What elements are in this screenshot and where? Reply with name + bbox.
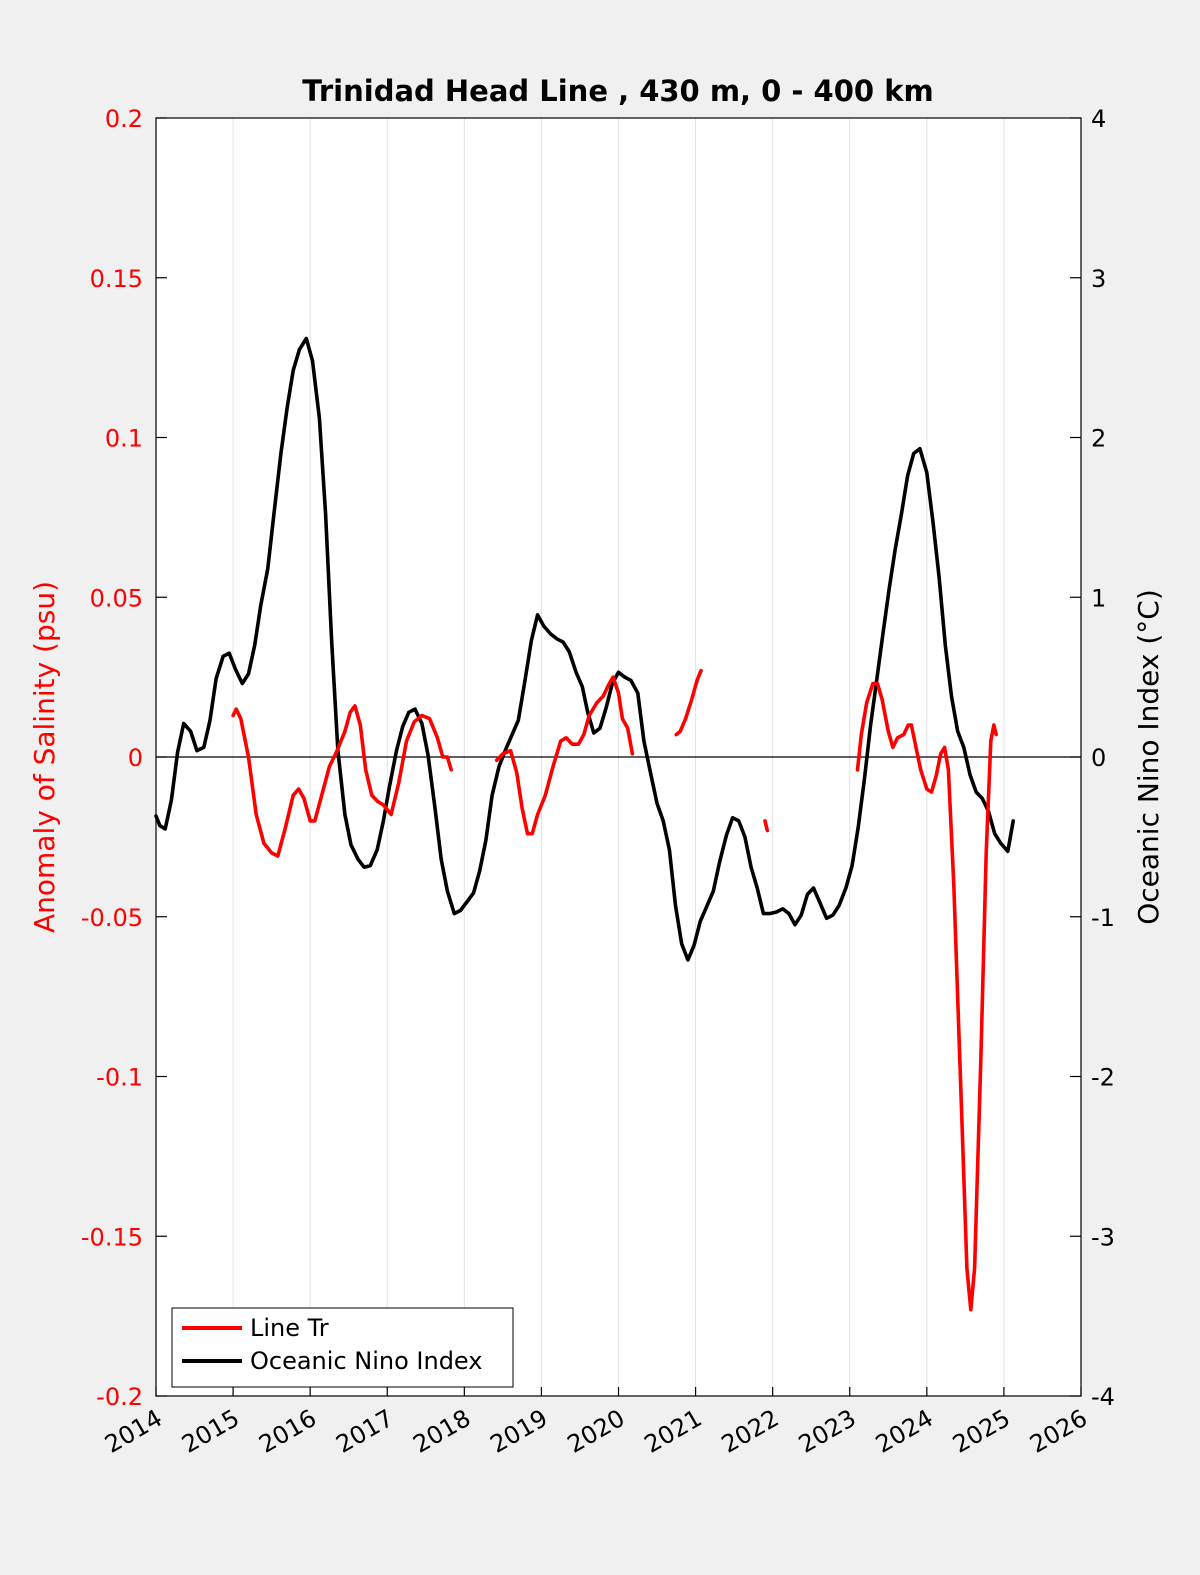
y-right-tick-label: 3: [1091, 265, 1106, 293]
left-y-axis-label: Anomaly of Salinity (psu): [28, 581, 61, 933]
y-left-tick-label: 0.1: [105, 425, 143, 453]
y-right-tick-label: -2: [1091, 1064, 1115, 1092]
left-y-axis: 0.2 0.15 0.1 0.05 0 -0.05 -0.1 -0.15 -0.2: [81, 105, 167, 1411]
legend-label-line-tr: Line Tr: [250, 1314, 329, 1342]
legend-label-oni: Oceanic Nino Index: [250, 1347, 482, 1375]
chart-title: Trinidad Head Line , 430 m, 0 - 400 km: [302, 74, 933, 108]
y-left-tick-label: -0.1: [96, 1064, 143, 1092]
y-left-tick-label: -0.15: [81, 1223, 143, 1251]
y-right-tick-label: -4: [1091, 1383, 1115, 1411]
y-left-tick-label: -0.05: [81, 904, 143, 932]
y-left-tick-label: 0.15: [90, 265, 143, 293]
right-y-axis: 4 3 2 1 0 -1 -2 -3 -4: [1070, 105, 1115, 1411]
y-right-tick-label: 0: [1091, 744, 1106, 772]
series-oceanic-nino-index-segment-0: [154, 336, 1015, 962]
legend: Line Tr Oceanic Nino Index: [171, 1307, 514, 1388]
series-line-tr-segment-2: [674, 668, 703, 737]
series-line-tr-segment-0: [231, 704, 453, 858]
y-right-tick-label: -1: [1091, 904, 1115, 932]
y-left-tick-label: 0.05: [90, 584, 143, 612]
y-right-tick-label: -3: [1091, 1223, 1115, 1251]
y-right-tick-label: 4: [1091, 105, 1106, 133]
series-line-tr-segment-3: [763, 819, 770, 833]
y-left-tick-label: 0.2: [105, 105, 143, 133]
series-line-tr-segment-1: [494, 675, 635, 836]
series-line-tr-segment-4: [855, 681, 998, 1312]
y-left-tick-label: -0.2: [96, 1383, 143, 1411]
y-right-tick-label: 1: [1091, 584, 1106, 612]
y-left-tick-label: 0: [128, 744, 143, 772]
right-y-axis-label: Oceanic Nino Index (°C): [1132, 589, 1165, 925]
series-layer: [154, 336, 1015, 1312]
legend-box: [171, 1307, 514, 1388]
y-right-tick-label: 2: [1091, 425, 1106, 453]
